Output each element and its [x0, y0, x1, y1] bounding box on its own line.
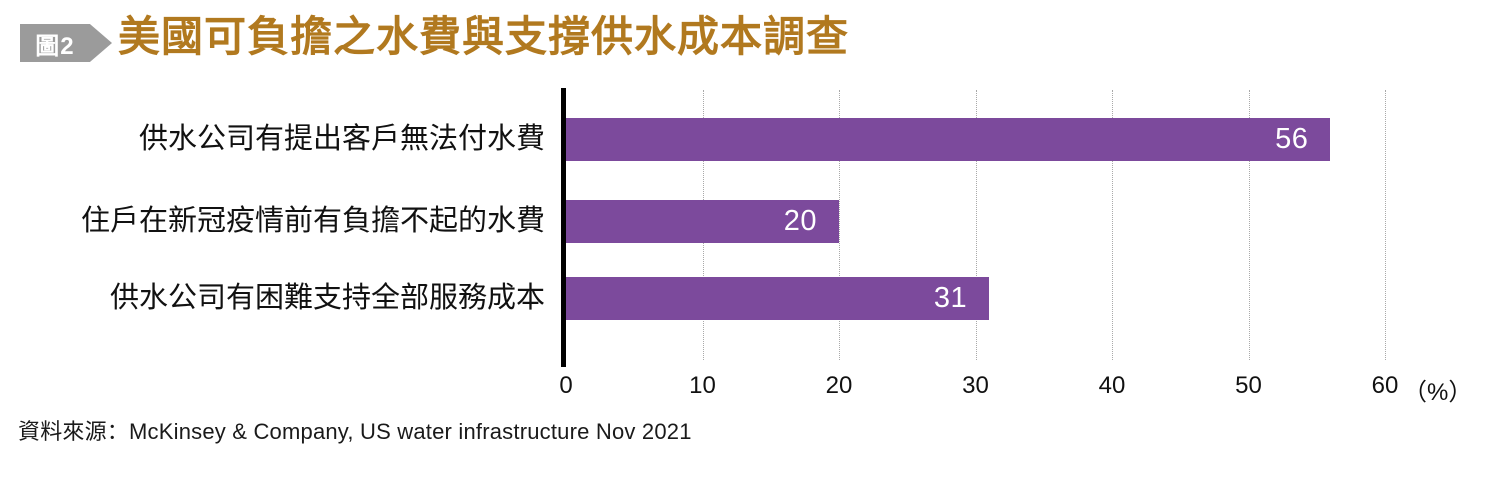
bar-value-label: 56: [1275, 123, 1309, 155]
x-tick-label: 60: [1371, 372, 1399, 399]
bar: 20: [566, 200, 839, 243]
bar-value-label: 31: [933, 282, 968, 314]
x-tick-label: 30: [962, 372, 989, 399]
figure-badge-label: 圖2: [35, 32, 75, 60]
bar-value-label: 20: [783, 205, 817, 237]
gridline: [1248, 90, 1250, 360]
x-axis-unit-label: （%）: [1403, 379, 1473, 406]
figure-badge: 圖2: [20, 24, 112, 62]
bar-category-label: 供水公司有困難支持全部服務成本: [109, 282, 545, 314]
x-tick-label: 40: [1098, 372, 1126, 399]
page-title: 美國可負擔之水費與支撐供水成本調查: [118, 15, 850, 61]
source-note: 資料來源：McKinsey & Company, US water infras…: [18, 419, 692, 444]
x-tick-label: 0: [559, 372, 573, 399]
x-tick-label: 50: [1235, 372, 1262, 399]
x-tick-label: 20: [825, 372, 853, 399]
gridline: [1385, 90, 1386, 360]
bar-category-label: 供水公司有提出客戶無法付水費: [138, 123, 545, 155]
gridline: [1112, 90, 1113, 360]
bar-category-label: 住戶在新冠疫情前有負擔不起的水費: [80, 205, 545, 237]
gridline: [839, 90, 840, 360]
gridline: [975, 90, 977, 360]
bar: 56: [566, 118, 1331, 161]
bar: 31: [566, 277, 990, 320]
x-tick-label: 10: [689, 372, 716, 399]
y-axis-line: [561, 88, 566, 367]
